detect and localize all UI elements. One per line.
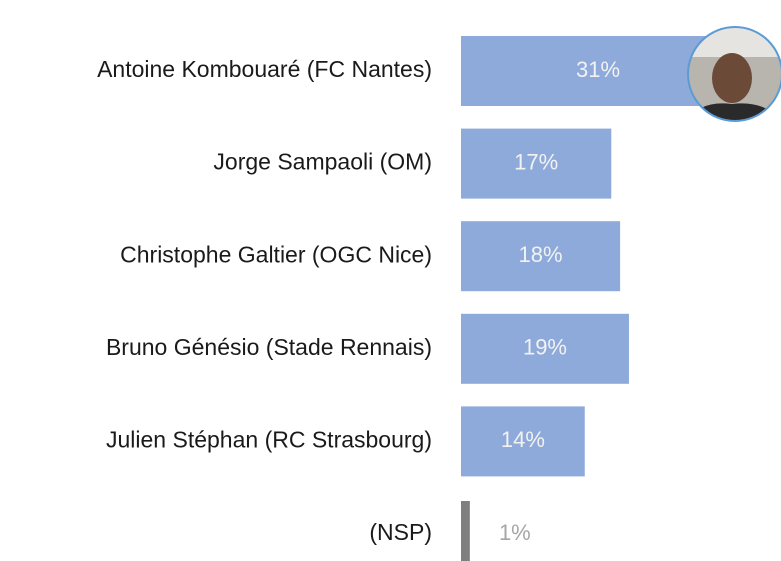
category-label: Bruno Génésio (Stade Rennais)	[106, 334, 432, 360]
value-label: 31%	[576, 57, 620, 82]
bar	[461, 501, 470, 561]
category-label: Julien Stéphan (RC Strasbourg)	[106, 426, 432, 452]
bars: Antoine Kombouaré (FC Nantes) 31% Jorge Sa…	[97, 36, 736, 561]
bar	[461, 221, 621, 292]
bar	[461, 406, 585, 477]
value-label: 14%	[501, 427, 545, 452]
category-label: (NSP)	[369, 519, 432, 545]
value-label: 19%	[523, 335, 567, 360]
category-label: Christophe Galtier (OGC Nice)	[120, 241, 432, 267]
bar	[461, 313, 629, 384]
category-label: Antoine Kombouaré (FC Nantes)	[97, 56, 432, 82]
value-label: 1%	[499, 520, 531, 545]
value-label: 18%	[519, 242, 563, 267]
photo	[687, 26, 781, 122]
bar	[461, 128, 612, 199]
value-label: 17%	[514, 149, 558, 174]
category-label: Jorge Sampaoli (OM)	[213, 149, 432, 175]
